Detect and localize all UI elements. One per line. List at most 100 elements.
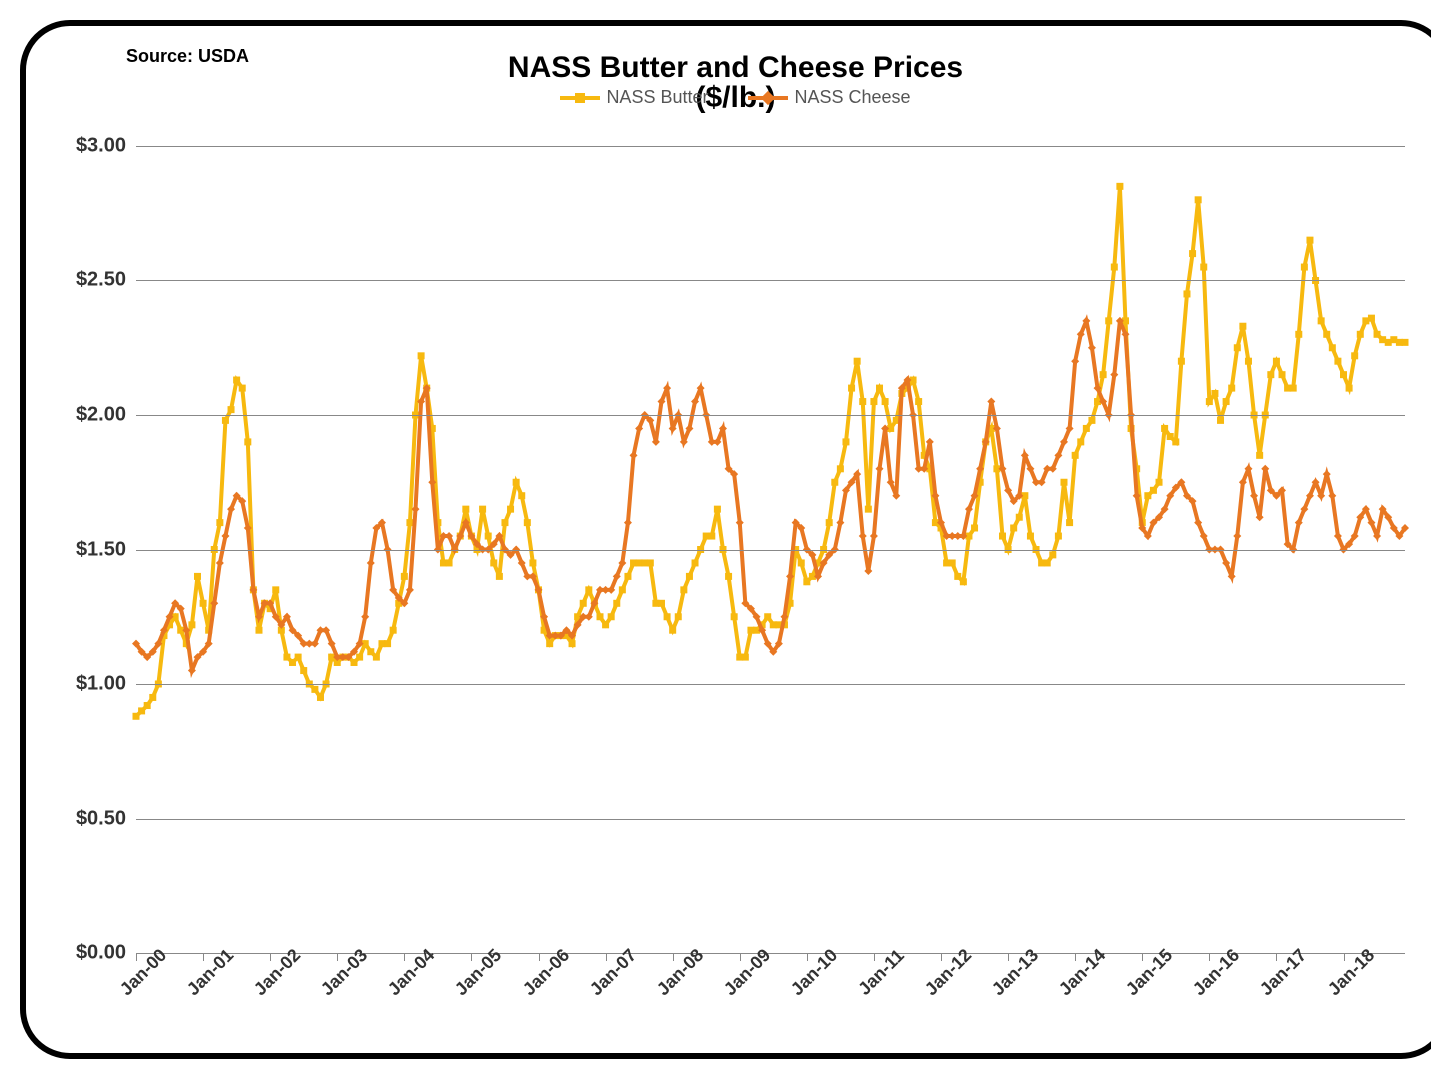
- y-tick-label: $1.50: [76, 538, 126, 561]
- chart-frame: Source: USDA NASS Butter and Cheese Pric…: [20, 20, 1431, 1059]
- series-marker: [630, 451, 638, 459]
- series-marker: [462, 506, 469, 513]
- y-tick-label: $2.00: [76, 403, 126, 426]
- series-marker: [513, 479, 520, 486]
- series-marker: [725, 573, 732, 580]
- series-marker: [1357, 331, 1364, 338]
- series-marker: [200, 600, 207, 607]
- series-marker: [1049, 551, 1056, 558]
- legend-swatch-cheese: [748, 96, 788, 100]
- series-marker: [826, 519, 833, 526]
- series-marker: [1066, 519, 1073, 526]
- series-marker: [373, 654, 380, 661]
- series-marker: [1351, 352, 1358, 359]
- series-marker: [317, 694, 324, 701]
- series-marker: [798, 559, 805, 566]
- series-marker: [864, 567, 872, 575]
- series-marker: [714, 506, 721, 513]
- series-marker: [401, 573, 408, 580]
- series-marker: [216, 519, 223, 526]
- series-marker: [1323, 331, 1330, 338]
- series-marker: [848, 385, 855, 392]
- series-marker: [255, 627, 262, 634]
- series-marker: [987, 398, 995, 406]
- series-marker: [1329, 344, 1336, 351]
- x-tick: [1142, 953, 1143, 961]
- series-marker: [295, 654, 302, 661]
- series-marker: [859, 532, 867, 540]
- series-marker: [569, 640, 576, 647]
- series-marker: [1223, 398, 1230, 405]
- x-tick: [270, 953, 271, 961]
- series-marker: [1217, 417, 1224, 424]
- series-marker: [647, 559, 654, 566]
- series-marker: [1256, 513, 1264, 521]
- series-marker: [1239, 323, 1246, 330]
- series-marker: [686, 573, 693, 580]
- series-marker: [239, 385, 246, 392]
- series-marker: [1100, 371, 1107, 378]
- series-marker: [1178, 358, 1185, 365]
- series-marker: [1010, 524, 1017, 531]
- series-marker: [529, 559, 536, 566]
- y-tick-label: $3.00: [76, 135, 126, 158]
- y-tick-label: $1.00: [76, 672, 126, 695]
- series-marker: [1368, 315, 1375, 322]
- series-marker: [1301, 264, 1308, 271]
- series-marker: [619, 586, 626, 593]
- gridline-y: [136, 280, 1405, 281]
- series-marker: [1088, 417, 1095, 424]
- series-marker: [356, 654, 363, 661]
- series-marker: [507, 506, 514, 513]
- series-marker: [221, 532, 229, 540]
- series-marker: [1156, 479, 1163, 486]
- series-marker: [1334, 358, 1341, 365]
- gridline-y: [136, 684, 1405, 685]
- series-marker: [418, 352, 425, 359]
- gridline-y: [136, 819, 1405, 820]
- x-tick: [1209, 953, 1210, 961]
- legend-label-butter: NASS Butter: [606, 87, 708, 108]
- series-marker: [1279, 371, 1286, 378]
- series-marker: [496, 573, 503, 580]
- series-marker: [708, 533, 715, 540]
- series-marker: [1261, 465, 1269, 473]
- series-marker: [624, 573, 631, 580]
- series-marker: [524, 519, 531, 526]
- series-marker: [870, 398, 877, 405]
- series-marker: [390, 627, 397, 634]
- series-marker: [1273, 358, 1280, 365]
- series-marker: [731, 613, 738, 620]
- series-marker: [384, 640, 391, 647]
- series-marker: [1211, 390, 1218, 397]
- series-marker: [485, 533, 492, 540]
- series-marker: [1328, 492, 1336, 500]
- series-marker: [1183, 290, 1190, 297]
- x-tick: [807, 953, 808, 961]
- series-marker: [1306, 237, 1313, 244]
- series-marker: [1318, 317, 1325, 324]
- series-marker: [876, 385, 883, 392]
- series-marker: [736, 519, 744, 527]
- series-marker: [1016, 514, 1023, 521]
- x-tick: [740, 953, 741, 961]
- x-tick: [673, 953, 674, 961]
- y-tick-label: $0.50: [76, 807, 126, 830]
- series-marker: [1111, 264, 1118, 271]
- legend-swatch-butter: [560, 96, 600, 100]
- x-tick: [1008, 953, 1009, 961]
- series-marker: [1116, 183, 1123, 190]
- series-marker: [675, 613, 682, 620]
- series-marker: [585, 586, 592, 593]
- series-marker: [1189, 250, 1196, 257]
- series-marker: [624, 519, 632, 527]
- series-marker: [926, 438, 934, 446]
- legend-item-cheese: NASS Cheese: [748, 87, 910, 108]
- series-marker: [406, 519, 413, 526]
- series-marker: [244, 438, 251, 445]
- series-marker: [949, 559, 956, 566]
- series-line: [136, 186, 1405, 716]
- x-tick: [874, 953, 875, 961]
- series-marker: [1267, 371, 1274, 378]
- series-marker: [1250, 492, 1258, 500]
